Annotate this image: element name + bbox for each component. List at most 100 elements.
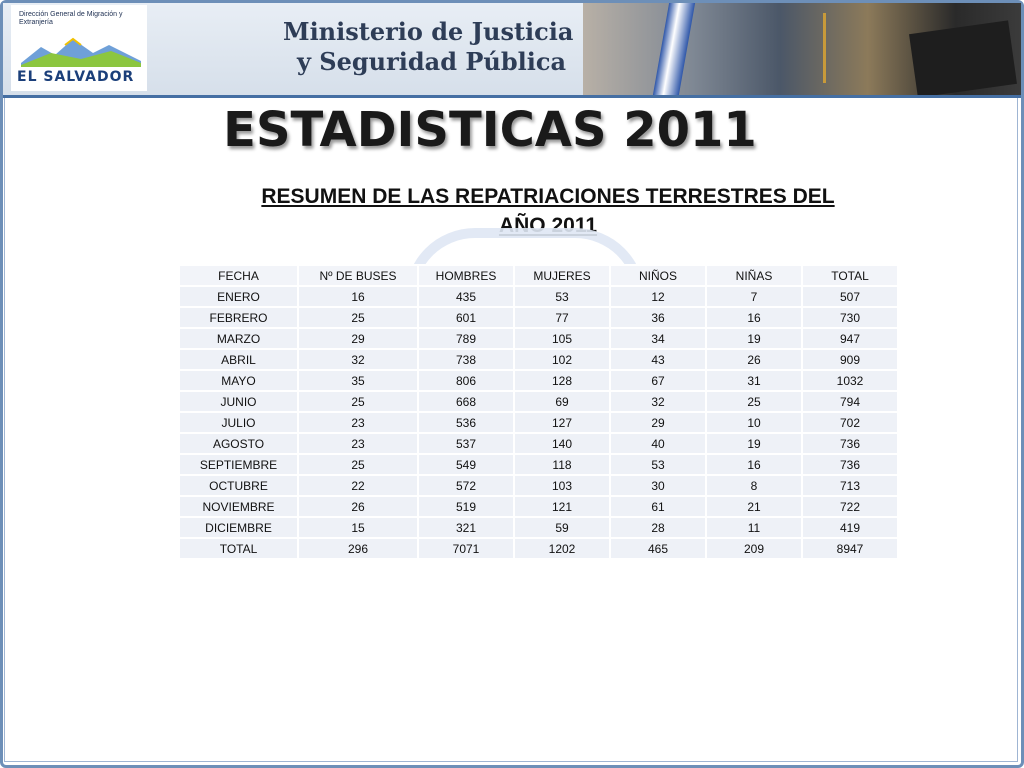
table-cell: 25: [297, 306, 419, 329]
table-cell: 794: [801, 390, 899, 413]
table-cell: 19: [705, 327, 803, 350]
table-cell: 32: [609, 390, 707, 413]
table-cell: 105: [513, 327, 611, 350]
table-cell: 321: [417, 516, 515, 539]
table-cell: 730: [801, 306, 899, 329]
table-row: ABRIL 32 738 102 43 26 909: [178, 348, 899, 371]
table-cell: 26: [297, 495, 419, 518]
table-cell: 296: [297, 537, 419, 560]
table-cell: ABRIL: [178, 348, 299, 371]
table-cell: 40: [609, 432, 707, 455]
table-row: AGOSTO 23 537 140 40 19 736: [178, 432, 899, 455]
table-cell: TOTAL: [178, 537, 299, 560]
table-cell: 31: [705, 369, 803, 392]
table-body: ENERO 16 435 53 12 7 507 FEBRERO 25 601 77 36 16 730 M…: [178, 285, 899, 560]
table-cell: 25: [297, 453, 419, 476]
table-row: JULIO 23 536 127 29 10 702: [178, 411, 899, 434]
banner-photo: [583, 3, 1021, 95]
ministry-line-2: y Seguridad Pública: [297, 47, 567, 76]
table-cell: JUNIO: [178, 390, 299, 413]
table-cell: 43: [609, 348, 707, 371]
table-cell: 25: [705, 390, 803, 413]
page-title: ESTADISTICAS 2011: [223, 102, 757, 158]
table-cell: 29: [297, 327, 419, 350]
table-cell: 713: [801, 474, 899, 497]
table-cell: 53: [609, 453, 707, 476]
table-cell: 519: [417, 495, 515, 518]
table-cell: 806: [417, 369, 515, 392]
table-cell: 789: [417, 327, 515, 350]
header-banner: Dirección General de Migración y Extranj…: [3, 3, 1021, 98]
table-header-cell: HOMBRES: [417, 264, 515, 287]
table-cell: 572: [417, 474, 515, 497]
table-cell: 16: [705, 306, 803, 329]
table-cell: 26: [705, 348, 803, 371]
table-header-cell: Nº DE BUSES: [297, 264, 419, 287]
table-cell: 947: [801, 327, 899, 350]
table-cell: 19: [705, 432, 803, 455]
table-cell: 69: [513, 390, 611, 413]
table-cell: 435: [417, 285, 515, 308]
table-cell: 10: [705, 411, 803, 434]
table-cell: 32: [297, 348, 419, 371]
table-cell: DICIEMBRE: [178, 516, 299, 539]
table-cell: NOVIEMBRE: [178, 495, 299, 518]
logo-country-text: EL SALVADOR: [17, 69, 135, 85]
table-cell: 549: [417, 453, 515, 476]
table-cell: MAYO: [178, 369, 299, 392]
table-cell: 507: [801, 285, 899, 308]
table-row: OCTUBRE 22 572 103 30 8 713: [178, 474, 899, 497]
table-header-cell: FECHA: [178, 264, 299, 287]
table-header-cell: NIÑAS: [705, 264, 803, 287]
justice-scale-icon: [823, 13, 856, 83]
table-cell: 16: [297, 285, 419, 308]
table-cell: FEBRERO: [178, 306, 299, 329]
table-cell: JULIO: [178, 411, 299, 434]
table-cell: 53: [513, 285, 611, 308]
table-cell: 736: [801, 453, 899, 476]
table-cell: 28: [609, 516, 707, 539]
table-cell: 722: [801, 495, 899, 518]
table-cell: 536: [417, 411, 515, 434]
table-cell: 909: [801, 348, 899, 371]
flag-icon: [652, 3, 696, 95]
table-header-row: FECHA Nº DE BUSES HOMBRES MUJERES NIÑOS …: [178, 264, 899, 287]
table-cell: 29: [609, 411, 707, 434]
logo-agency-text: Dirección General de Migración y Extranj…: [19, 11, 123, 26]
table-cell: 8947: [801, 537, 899, 560]
table-cell: 16: [705, 453, 803, 476]
table-cell: 736: [801, 432, 899, 455]
table-cell: 77: [513, 306, 611, 329]
table-cell: ENERO: [178, 285, 299, 308]
table-cell: 419: [801, 516, 899, 539]
table-cell: 34: [609, 327, 707, 350]
table-header-cell: TOTAL: [801, 264, 899, 287]
table-cell: 1032: [801, 369, 899, 392]
table-cell: AGOSTO: [178, 432, 299, 455]
table-cell: 127: [513, 411, 611, 434]
table-row: ENERO 16 435 53 12 7 507: [178, 285, 899, 308]
table-cell: MARZO: [178, 327, 299, 350]
table-row: FEBRERO 25 601 77 36 16 730: [178, 306, 899, 329]
table-row: JUNIO 25 668 69 32 25 794: [178, 390, 899, 413]
table-cell: 35: [297, 369, 419, 392]
table-cell: 128: [513, 369, 611, 392]
table-cell: 465: [609, 537, 707, 560]
table-row: NOVIEMBRE 26 519 121 61 21 722: [178, 495, 899, 518]
table-cell: OCTUBRE: [178, 474, 299, 497]
table-cell: SEPTIEMBRE: [178, 453, 299, 476]
table-cell: 12: [609, 285, 707, 308]
table-header-cell: NIÑOS: [609, 264, 707, 287]
table-cell: 8: [705, 474, 803, 497]
table-cell: 601: [417, 306, 515, 329]
table-row: MARZO 29 789 105 34 19 947: [178, 327, 899, 350]
table-cell: 22: [297, 474, 419, 497]
ministry-name: Ministerio de Justicia y Seguridad Públi…: [283, 17, 573, 77]
table-cell: 25: [297, 390, 419, 413]
table-cell: 23: [297, 411, 419, 434]
table-cell: 668: [417, 390, 515, 413]
table-cell: 102: [513, 348, 611, 371]
table-cell: 11: [705, 516, 803, 539]
table-cell: 738: [417, 348, 515, 371]
table-cell: 103: [513, 474, 611, 497]
